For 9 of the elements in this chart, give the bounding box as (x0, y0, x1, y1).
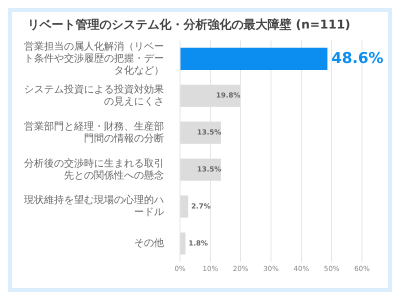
y-tick-label: システム投資による投資対効果の見えにくさ (24, 83, 164, 108)
bar (180, 48, 328, 70)
y-tick-label: その他 (134, 237, 164, 250)
y-tick-label: 営業部門と経理・財務、生産部門間の情報の分断 (24, 120, 164, 144)
y-tick-label: 現状維持を望む現場の心理的ハードル (24, 194, 164, 218)
y-tick-label: 営業担当の属人化解消（リベート条件や交渉履歴の把握・データ化など） (24, 40, 164, 76)
y-tick-label: 分析後の交渉時に生まれる取引先との関係性への懸念 (24, 157, 164, 182)
data-label: 48.6% (331, 48, 384, 67)
chart-title: リベート管理のシステム化・分析強化の最大障壁 (n=111) (28, 17, 350, 32)
